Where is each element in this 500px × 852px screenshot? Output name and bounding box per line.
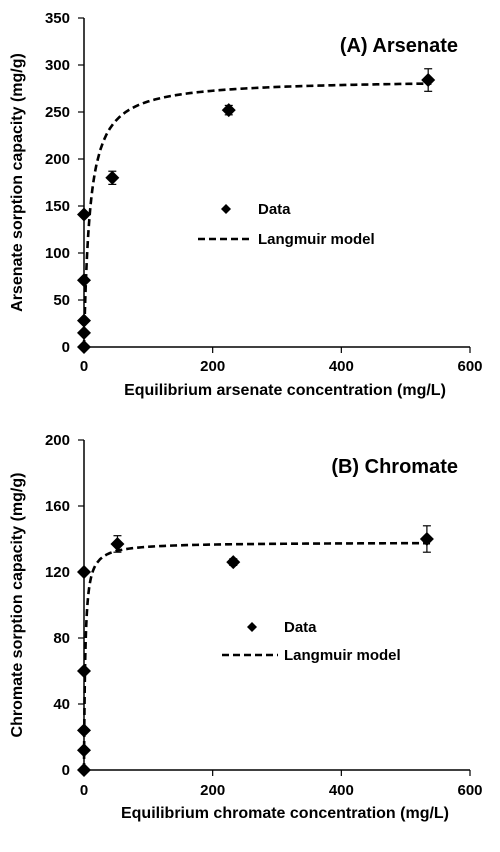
x-tick-label: 400: [329, 782, 354, 799]
data-point: [110, 536, 125, 551]
y-tick-label: 350: [45, 10, 70, 27]
legend-data-marker: [221, 204, 231, 214]
data-point: [77, 723, 91, 738]
data-point: [77, 763, 91, 777]
y-tick-label: 300: [45, 57, 70, 74]
x-tick-label: 0: [80, 782, 88, 799]
y-tick-label: 250: [45, 104, 70, 121]
data-point: [421, 73, 436, 88]
x-tick-label: 200: [200, 782, 225, 799]
data-point: [77, 313, 91, 328]
data-point: [77, 340, 91, 354]
legend-data-marker: [247, 622, 257, 632]
panel-title: (A) Arsenate: [340, 35, 458, 57]
x-tick-label: 600: [457, 358, 482, 375]
legend-data-label: Data: [284, 619, 317, 636]
x-tick-label: 400: [329, 358, 354, 375]
panel-title: (B) Chromate: [331, 456, 458, 478]
data-point: [77, 565, 91, 579]
y-tick-label: 40: [53, 696, 70, 713]
y-tick-label: 200: [45, 432, 70, 449]
y-tick-label: 0: [62, 339, 70, 356]
legend-model-label: Langmuir model: [258, 231, 375, 248]
x-axis-label: Equilibrium chromate concentration (mg/L…: [121, 805, 449, 822]
y-axis-label: Arsenate sorption capacity (mg/g): [9, 53, 26, 312]
data-point: [77, 207, 91, 222]
data-point: [77, 664, 91, 678]
data-point: [419, 532, 434, 546]
x-axis-label: Equilibrium arsenate concentration (mg/L…: [124, 382, 446, 399]
data-point: [226, 555, 241, 570]
data-point: [77, 743, 91, 758]
y-tick-label: 0: [62, 762, 70, 779]
panel-a: 0 50 100 150 200 250 300 350 0 200 400 600 Equilibri…: [9, 10, 483, 399]
legend-data-label: Data: [258, 201, 291, 218]
langmuir-model-curve: [82, 82, 432, 348]
x-tick-label: 0: [80, 358, 88, 375]
x-tick-label: 600: [457, 782, 482, 799]
x-tick-label: 200: [200, 358, 225, 375]
y-tick-label: 200: [45, 151, 70, 168]
y-tick-label: 50: [53, 292, 70, 309]
langmuir-model-curve: [82, 541, 432, 771]
legend-model-label: Langmuir model: [284, 647, 401, 664]
y-tick-label: 120: [45, 564, 70, 581]
data-point: [77, 273, 91, 288]
y-tick-label: 150: [45, 198, 70, 215]
panel-b: 0 40 80 120 160 200 0 200 400 600 Equilibrium chro…: [9, 432, 483, 822]
y-tick-label: 100: [45, 245, 70, 262]
y-tick-label: 80: [53, 630, 70, 647]
data-point: [77, 325, 91, 340]
data-point: [105, 170, 120, 185]
data-point: [221, 103, 236, 118]
y-axis-label: Chromate sorption capacity (mg/g): [9, 473, 26, 738]
y-tick-label: 160: [45, 498, 70, 515]
